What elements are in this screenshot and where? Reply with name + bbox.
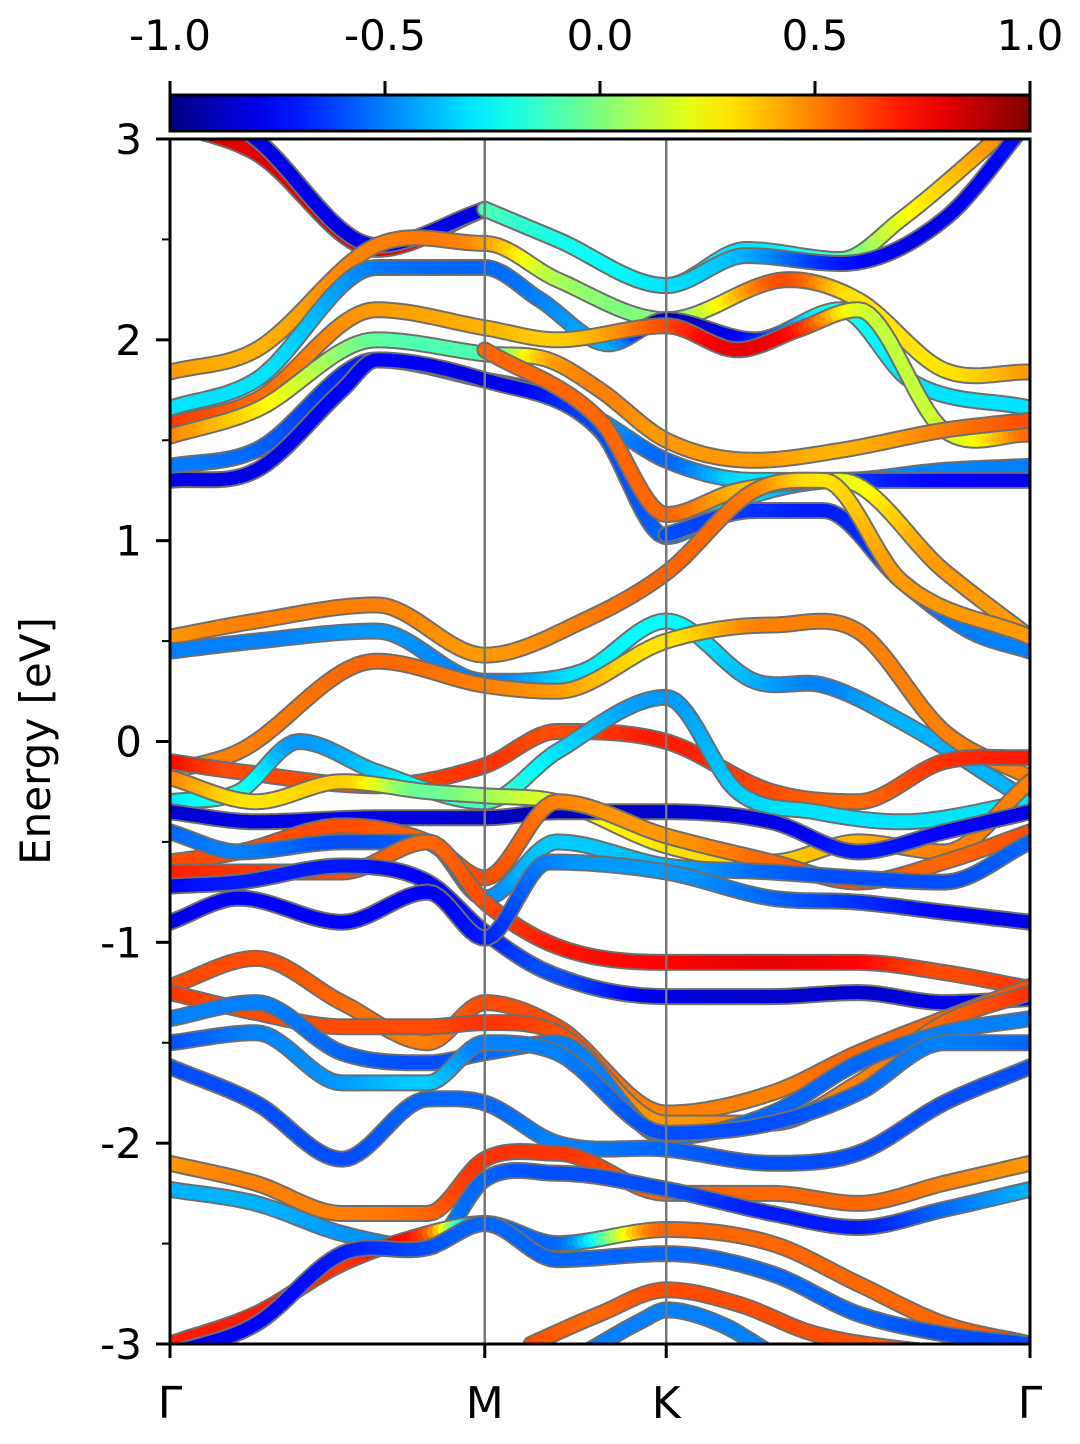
band-segment	[588, 1348, 593, 1351]
colorbar-tick-label: 1.0	[997, 11, 1064, 60]
colorbar: -1.0 -0.5 0.0 0.5 1.0	[129, 11, 1063, 131]
band-segment	[976, 1358, 981, 1359]
band-segment	[213, 136, 218, 138]
colorbar-tick-label: 0.0	[567, 11, 634, 60]
band-segment	[998, 132, 1003, 137]
band-segment	[1025, 1364, 1030, 1365]
band-segment	[993, 1360, 998, 1361]
band-segment	[202, 133, 207, 134]
band-segment	[998, 1361, 1003, 1362]
colorbar-tick-label: -1.0	[129, 11, 211, 60]
band-segment	[939, 1353, 944, 1354]
band-segment	[966, 1357, 971, 1358]
band-segment	[186, 1348, 191, 1350]
colorbar-gradient	[170, 95, 1030, 131]
band-segment	[192, 1346, 197, 1348]
band-segment	[175, 1351, 180, 1353]
band-segment	[987, 1359, 992, 1360]
colorbar-tick-label: -0.5	[344, 11, 426, 60]
band-segment	[891, 1348, 896, 1349]
band-segment	[901, 1349, 906, 1350]
band-segment	[896, 1348, 901, 1349]
band-segment	[928, 1352, 933, 1353]
bands-layer	[170, 79, 1030, 1364]
band-segment	[880, 1346, 885, 1347]
band-segment	[181, 86, 186, 90]
band-segment	[944, 1354, 949, 1355]
band-segment	[181, 1349, 186, 1351]
band-segment	[950, 1355, 955, 1356]
band-segment	[207, 134, 212, 136]
band-segment	[923, 1351, 928, 1352]
band-segment	[971, 1357, 976, 1358]
band-segment	[1003, 1361, 1008, 1362]
band-segment	[1014, 1362, 1019, 1363]
band-segment	[917, 1351, 922, 1352]
band-segment	[1009, 1362, 1014, 1363]
colorbar-tick-label: 0.5	[782, 11, 849, 60]
band-segment	[875, 1346, 880, 1347]
band-segment	[955, 1356, 960, 1357]
band-segment	[907, 1350, 912, 1351]
band-4	[485, 119, 1030, 286]
band-segment	[982, 1359, 987, 1360]
band-segment	[583, 1351, 588, 1354]
band-segment	[912, 1350, 917, 1351]
band-segment	[885, 1347, 890, 1348]
band-segment	[1019, 1363, 1024, 1364]
band-segment	[934, 1353, 939, 1354]
band-segment	[960, 1356, 965, 1357]
band-segment	[186, 90, 191, 94]
band-segment	[175, 83, 180, 87]
